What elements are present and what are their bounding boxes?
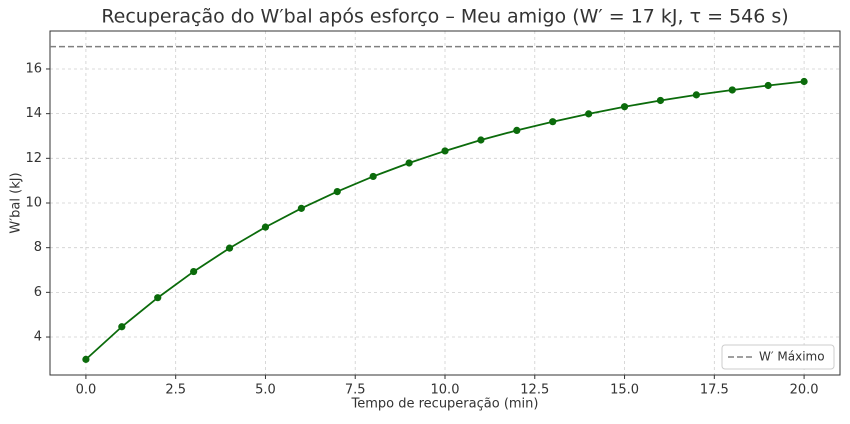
data-point <box>405 159 413 167</box>
data-point <box>441 147 449 155</box>
y-tick-label: 12 <box>25 151 42 166</box>
data-point <box>549 118 557 126</box>
data-point <box>297 204 305 212</box>
data-point <box>620 103 629 111</box>
data-point <box>118 323 126 331</box>
data-point <box>190 267 198 276</box>
chart-title: Recuperação do W′bal após esforço – Meu … <box>101 6 788 28</box>
data-point <box>585 110 593 118</box>
data-point <box>800 77 808 86</box>
x-tick-label: 7.5 <box>345 383 366 398</box>
plot-frame <box>49 30 841 376</box>
x-axis-label: Tempo de recuperação (min) <box>351 397 539 412</box>
legend-label: W′ Máximo <box>759 350 825 364</box>
y-tick-label: 4 <box>34 330 42 345</box>
y-tick-label: 8 <box>34 240 42 255</box>
data-point <box>369 172 377 181</box>
x-tick-label: 5.0 <box>255 383 276 398</box>
data-point <box>261 223 270 231</box>
data-point <box>728 86 736 94</box>
y-tick-label: 14 <box>25 106 42 121</box>
x-tick-label: 12.5 <box>520 383 549 398</box>
x-tick-label: 15.0 <box>610 383 639 398</box>
data-point <box>477 136 485 144</box>
x-tick-label: 10.0 <box>431 383 460 398</box>
y-tick-label: 10 <box>25 196 42 211</box>
y-axis-label: W′bal (kJ) <box>9 172 24 233</box>
data-point <box>225 244 234 252</box>
data-point <box>333 188 341 196</box>
data-point <box>656 96 665 105</box>
x-tick-label: 0.0 <box>76 383 97 398</box>
data-point <box>692 91 700 99</box>
data-point <box>764 81 772 90</box>
x-tick-label: 17.5 <box>700 383 729 398</box>
data-point <box>154 294 162 302</box>
x-tick-label: 20.0 <box>790 383 819 398</box>
y-tick-label: 16 <box>25 61 42 76</box>
data-point <box>82 355 90 363</box>
x-tick-label: 2.5 <box>165 383 186 398</box>
legend-box <box>721 344 835 370</box>
y-tick-label: 6 <box>34 285 42 300</box>
data-point <box>513 126 521 135</box>
